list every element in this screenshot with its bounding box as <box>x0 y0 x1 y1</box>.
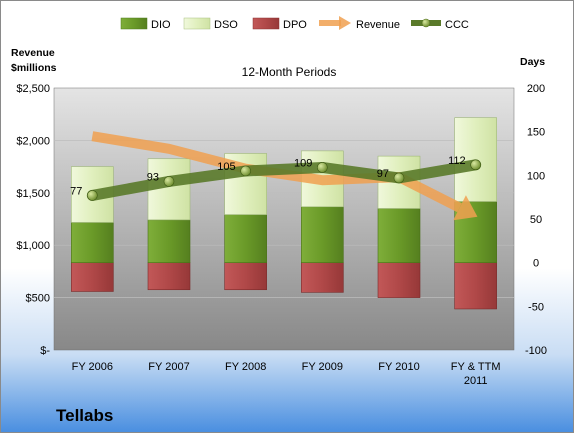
bar-dio <box>224 214 267 263</box>
x-tick-label: 2011 <box>464 375 488 387</box>
x-tick-label: FY 2009 <box>302 361 343 373</box>
right-tick-label: -50 <box>528 301 544 313</box>
bar-dpo <box>301 262 344 293</box>
right-tick-label: -100 <box>525 345 547 357</box>
right-axis-title: Days <box>520 56 545 68</box>
ccc-data-label: 109 <box>294 157 312 169</box>
bars <box>71 117 497 310</box>
bar-dpo <box>224 262 267 291</box>
left-tick-label: $- <box>40 345 50 357</box>
legend-swatch-dpo <box>252 17 280 30</box>
ccc-data-label: 112 <box>448 155 466 167</box>
left-tick-label: $2,500 <box>16 83 50 95</box>
bar-dio <box>71 222 114 263</box>
bar-dpo <box>147 262 191 291</box>
legend-swatch-dio <box>120 17 148 30</box>
ccc-point <box>87 190 98 201</box>
bar-dpo <box>71 262 114 292</box>
bar-dio <box>377 208 421 263</box>
ccc-data-label: 97 <box>377 168 389 180</box>
legend-label-dpo: DPO <box>283 19 307 31</box>
ccc-point <box>317 162 328 173</box>
ccc-point <box>240 165 251 177</box>
legend-swatch-ccc <box>411 18 441 28</box>
left-axis-title-line1: Revenue <box>11 47 55 59</box>
left-tick-label: $1,500 <box>16 188 50 200</box>
left-axis-ticks: $- $500 $1,000 $1,500 $2,000 $2,500 <box>16 83 50 357</box>
legend-label-ccc: CCC <box>445 19 469 31</box>
ccc-series: 77 93 105 109 97 112 <box>70 155 482 201</box>
x-axis-ticks: FY 2006 FY 2007 FY 2008 FY 2009 FY 2010 FY & … <box>72 361 501 387</box>
legend: DIO DSO DPO Revenue CCC <box>120 16 469 31</box>
x-tick-label: FY 2006 <box>72 361 113 373</box>
company-name: Tellabs <box>56 406 114 425</box>
bar-dio <box>301 206 344 263</box>
x-tick-label: FY 2010 <box>378 361 419 373</box>
ccc-point <box>163 176 175 187</box>
legend-swatch-dso <box>183 17 211 30</box>
ccc-data-label: 105 <box>217 161 235 173</box>
left-tick-label: $500 <box>26 293 50 305</box>
right-axis-ticks: -100 -50 0 50 100 150 200 <box>525 83 547 357</box>
right-tick-label: 100 <box>527 170 545 182</box>
bar-dio <box>147 219 191 263</box>
x-tick-label: FY & TTM <box>451 361 501 373</box>
ccc-point <box>470 159 481 171</box>
right-tick-label: 200 <box>527 83 545 95</box>
revenue-arrowhead <box>453 195 478 221</box>
x-tick-label: FY 2008 <box>225 361 266 373</box>
legend-label-revenue: Revenue <box>356 19 400 31</box>
legend-swatch-revenue <box>319 16 351 30</box>
x-tick-label: FY 2007 <box>148 361 189 373</box>
ccc-data-label: 77 <box>70 185 82 197</box>
bar-dpo <box>454 262 497 310</box>
right-tick-label: 150 <box>527 127 545 139</box>
bar-dpo <box>377 262 421 298</box>
ccc-point <box>393 172 405 184</box>
left-axis-title-line2: $millions <box>11 62 57 74</box>
legend-label-dso: DSO <box>214 19 238 31</box>
chart-title: 12-Month Periods <box>242 65 337 79</box>
legend-label-dio: DIO <box>151 19 171 31</box>
plot-area <box>53 87 515 351</box>
ccc-line <box>86 159 482 201</box>
right-tick-label: 0 <box>533 258 539 270</box>
ccc-data-label: 93 <box>147 171 159 183</box>
left-tick-label: $2,000 <box>16 135 50 147</box>
right-tick-label: 50 <box>530 214 542 226</box>
left-tick-label: $1,000 <box>16 240 50 252</box>
